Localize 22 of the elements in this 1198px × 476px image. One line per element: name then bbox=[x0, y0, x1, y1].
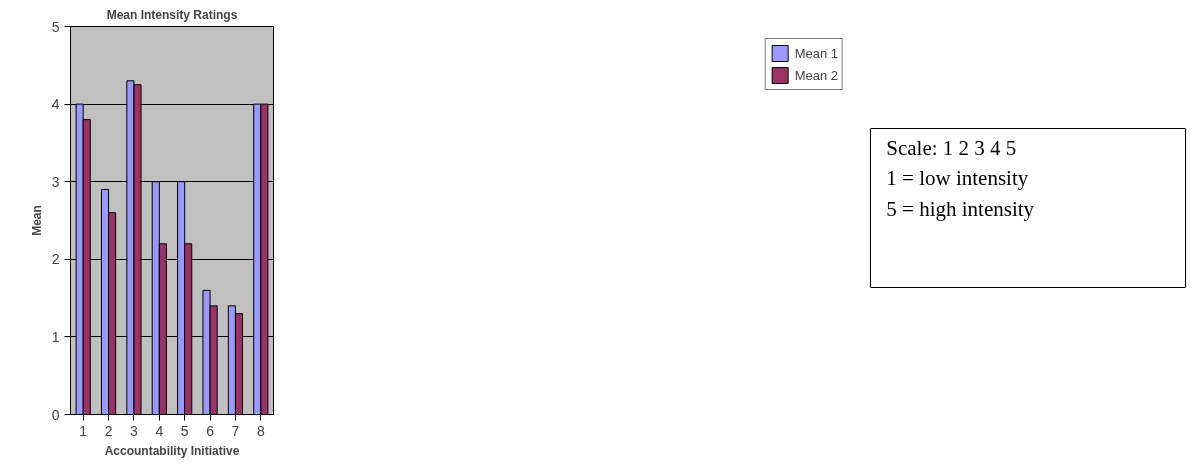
x-tick-label: 1 bbox=[79, 422, 88, 439]
chart-title: Mean Intensity Ratings bbox=[106, 7, 238, 22]
x-tick-label: 3 bbox=[130, 422, 139, 439]
y-tick-label: 5 bbox=[51, 18, 60, 35]
x-tick-label: 6 bbox=[206, 422, 215, 439]
x-tick-label: 5 bbox=[180, 422, 189, 439]
x-tick-label: 4 bbox=[155, 422, 164, 439]
text: Scale: 1 2 3 4 5 bbox=[886, 135, 1017, 160]
text: 1 = low intensity bbox=[886, 166, 1029, 191]
y-tick-label: 2 bbox=[51, 251, 60, 268]
x-tick-label: 7 bbox=[231, 422, 240, 439]
y-tick-label: 0 bbox=[51, 406, 60, 423]
legend-label: Mean 2 bbox=[794, 67, 838, 83]
x-axis-title: Accountability Initiative bbox=[104, 443, 240, 458]
text: 5 = high intensity bbox=[886, 196, 1035, 221]
y-tick-label: 3 bbox=[51, 173, 60, 190]
y-tick-label: 4 bbox=[51, 96, 60, 113]
x-tick-label: 8 bbox=[256, 422, 265, 439]
y-tick-label: 1 bbox=[51, 328, 60, 345]
y-axis-title: Mean bbox=[29, 205, 44, 236]
x-tick-label: 2 bbox=[104, 422, 113, 439]
legend-label: Mean 1 bbox=[794, 45, 838, 61]
